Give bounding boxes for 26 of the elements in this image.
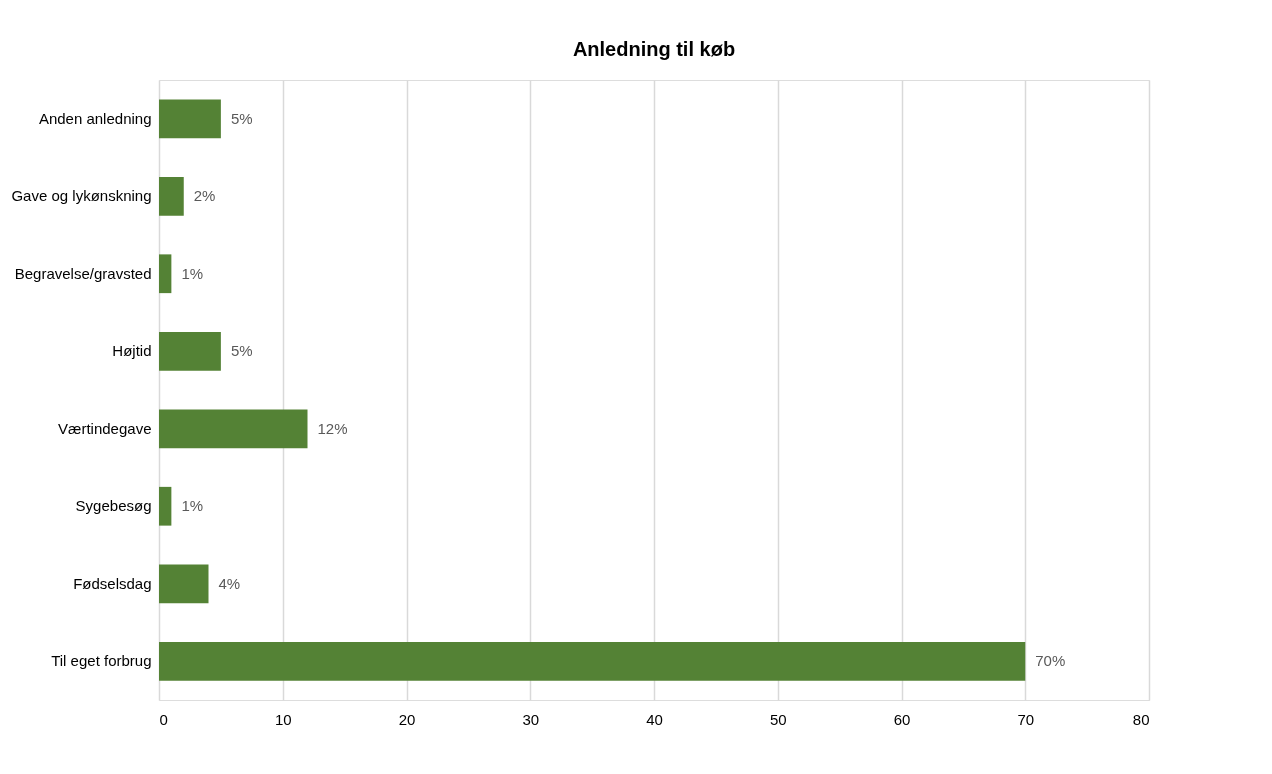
x-tick-label: 70 <box>1017 710 1035 728</box>
data-label: 2% <box>193 187 216 205</box>
y-tick-label: Værtindegave <box>58 419 152 437</box>
data-label: 4% <box>218 574 241 592</box>
x-tick-label: 60 <box>893 710 911 728</box>
y-tick-label: Gave og lykønskning <box>11 187 152 205</box>
x-tick-label: 0 <box>159 710 168 728</box>
y-tick-label: Fødselsdag <box>73 574 152 592</box>
data-label: 1% <box>181 264 204 282</box>
y-tick-label: Begravelse/gravsted <box>14 264 152 282</box>
data-label: 12% <box>317 419 348 437</box>
chart-title: Anledning til køb <box>572 38 736 60</box>
x-tick-label: 40 <box>646 710 663 728</box>
y-tick-label: Højtid <box>112 342 152 360</box>
x-tick-label: 20 <box>398 710 416 728</box>
x-tick-label: 30 <box>522 710 540 728</box>
y-tick-label: Sygebesøg <box>75 497 152 515</box>
data-label: 5% <box>230 342 253 360</box>
y-tick-label: Til eget forbrug <box>51 652 152 670</box>
x-tick-label: 50 <box>769 710 787 728</box>
y-tick-label: Anden anledning <box>38 109 152 127</box>
data-label: 5% <box>230 109 253 127</box>
x-tick-label: 10 <box>274 710 292 728</box>
data-label: 1% <box>181 497 204 515</box>
data-label: 70% <box>1035 652 1066 670</box>
x-tick-label: 80 <box>1132 710 1150 728</box>
